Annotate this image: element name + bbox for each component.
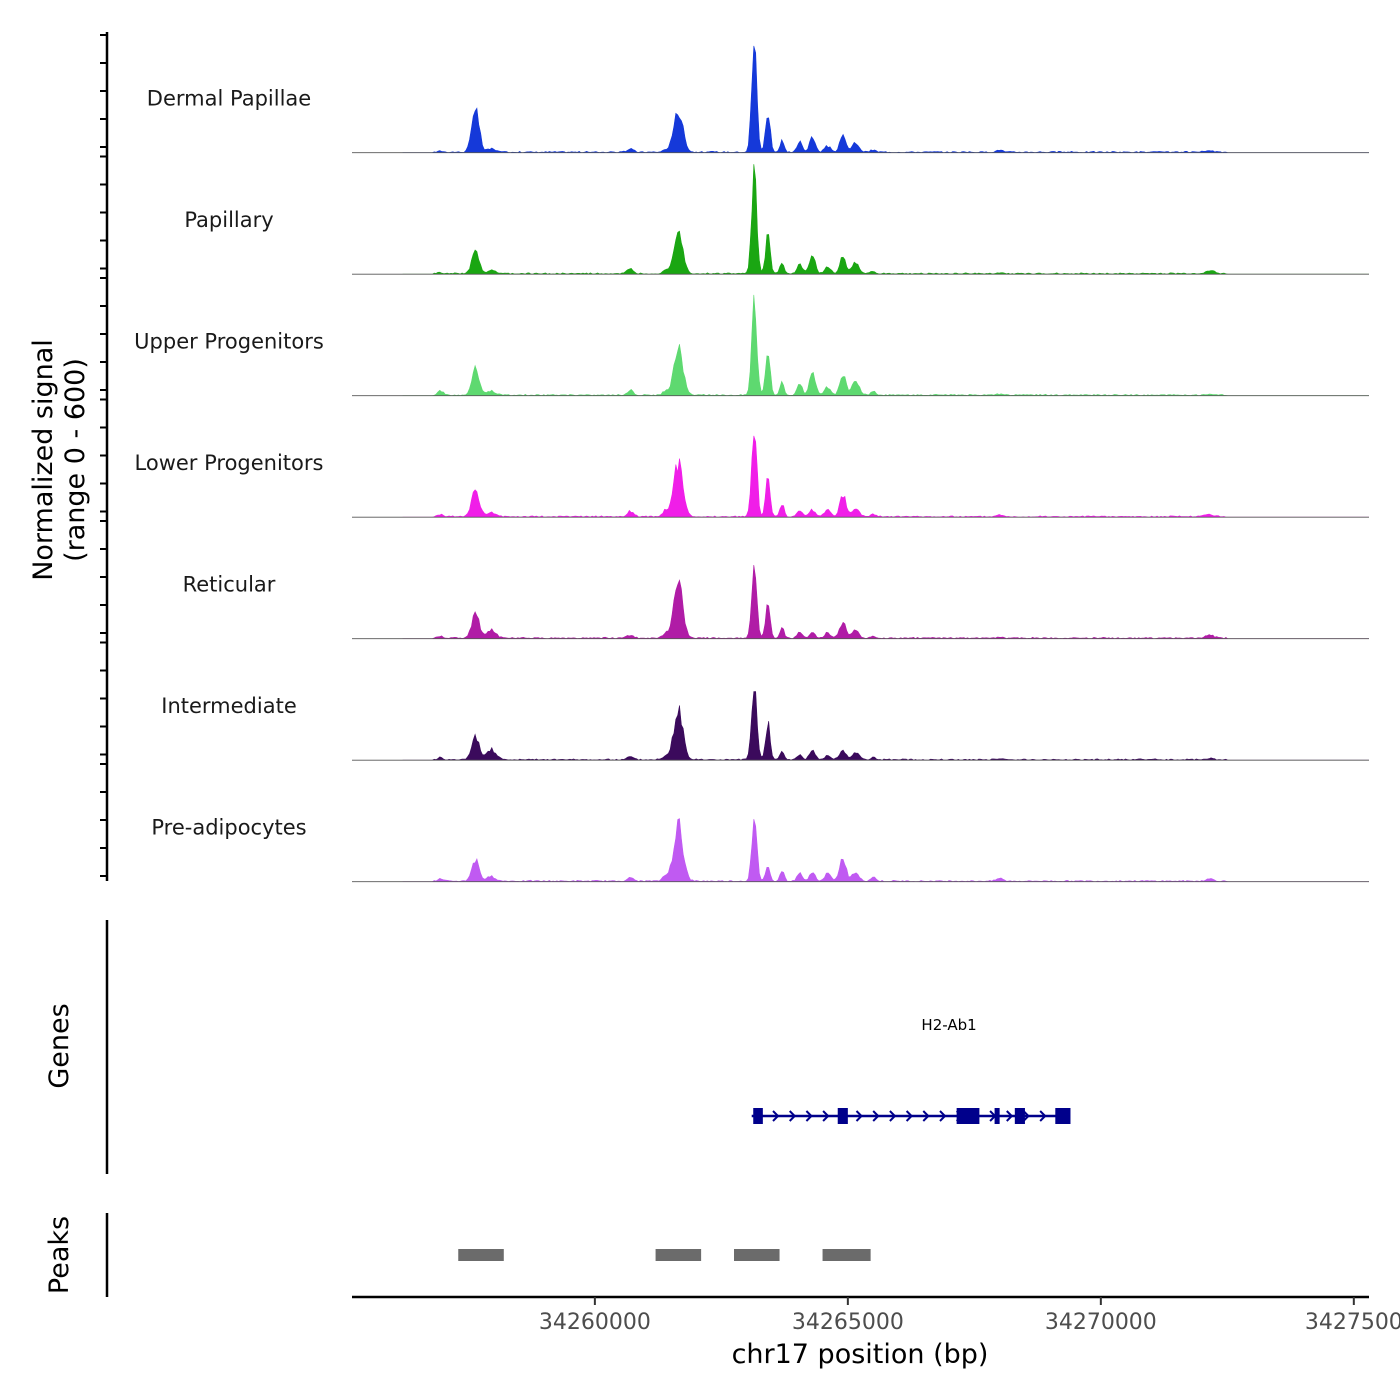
- peak-bar: [655, 1249, 702, 1261]
- strand-arrow: [855, 1110, 863, 1122]
- signal-area-intermediate: [402, 691, 1369, 761]
- track-label: Lower Progenitors: [135, 451, 324, 475]
- signal-area-papillary: [402, 164, 1369, 275]
- gene-exon: [994, 1108, 1000, 1124]
- strand-arrow: [788, 1110, 797, 1122]
- gene-exon: [1055, 1108, 1071, 1124]
- signal-area-upper-progenitors: [402, 294, 1369, 397]
- track-label: Dermal Papillae: [147, 87, 311, 111]
- track-label: Pre-adipocytes: [151, 816, 306, 840]
- strand-arrow: [1022, 1110, 1030, 1122]
- signal-area-reticular: [402, 564, 1369, 640]
- signal-area-lower-progenitors: [402, 435, 1369, 518]
- x-axis-title: chr17 position (bp): [732, 1339, 989, 1370]
- y-axis-title-range: (range 0 - 600): [60, 358, 91, 562]
- peak-regions: [458, 1249, 871, 1261]
- peak-bar: [458, 1249, 504, 1261]
- peak-bar: [734, 1249, 780, 1261]
- track-label: Reticular: [183, 573, 276, 597]
- strand-arrow: [822, 1110, 830, 1122]
- peaks-panel-title: Peaks: [44, 1216, 75, 1294]
- x-tick-label: 34270000: [1045, 1310, 1157, 1335]
- gene-exon: [753, 1108, 763, 1124]
- track-label: Papillary: [184, 208, 273, 232]
- gene-label: H2-Ab1: [921, 1016, 976, 1034]
- signal-y-ticks: [100, 34, 107, 877]
- strand-arrow: [939, 1110, 947, 1122]
- signal-area-dermal-papillae: [402, 45, 1369, 154]
- strand-arrow: [905, 1110, 913, 1122]
- gene-model: [751, 1108, 1071, 1124]
- y-axis-title: Normalized signal: [28, 339, 59, 581]
- x-tick-label: 34265000: [792, 1310, 904, 1335]
- strand-arrow: [772, 1110, 780, 1122]
- track-label: Upper Progenitors: [134, 330, 324, 354]
- genes-panel-title: Genes: [44, 1003, 75, 1088]
- strand-arrow: [1006, 1110, 1014, 1122]
- x-tick-label: 3427500: [1305, 1310, 1400, 1335]
- strand-arrow: [1039, 1110, 1047, 1122]
- x-axis-ticks: 34260000 34265000 34270000 3427500: [539, 1297, 1400, 1335]
- x-tick-label: 34260000: [539, 1310, 651, 1335]
- gene-exon: [837, 1108, 848, 1124]
- signal-area-pre-adipocytes: [402, 818, 1369, 883]
- strand-arrow: [805, 1110, 813, 1122]
- signal-tracks: Dermal Papillae Papillary Upper Progenitor…: [134, 45, 1369, 883]
- strand-arrow: [872, 1110, 880, 1122]
- track-label: Intermediate: [161, 694, 297, 718]
- gene-exon: [956, 1108, 980, 1124]
- peak-bar: [822, 1249, 871, 1261]
- gene-exon: [1014, 1108, 1025, 1124]
- strand-arrow: [922, 1110, 930, 1122]
- strand-arrow: [889, 1110, 897, 1122]
